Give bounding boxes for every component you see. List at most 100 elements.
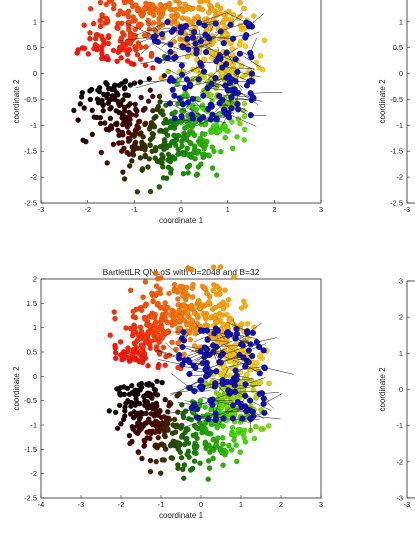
highlighted-point <box>186 384 194 391</box>
scatter-point <box>104 160 110 166</box>
y-tick-label: -3 <box>396 494 403 503</box>
y-tick-label: 1 <box>33 17 37 26</box>
scatter-point <box>143 321 150 328</box>
link-line <box>156 350 180 359</box>
scatter-point <box>149 93 156 100</box>
scatter-point <box>130 308 136 315</box>
link-line <box>222 99 235 115</box>
scatter-point <box>149 107 156 114</box>
scatter-point <box>206 2 213 9</box>
highlighted-point <box>204 336 211 343</box>
scatter-point <box>220 321 226 328</box>
x-tick-label: -3 <box>78 500 85 509</box>
scatter-point <box>223 127 230 134</box>
highlighted-point <box>184 99 192 106</box>
y-tick-label: 0 <box>33 69 37 78</box>
scatter-point <box>180 170 187 177</box>
scatter-point <box>122 84 128 91</box>
scatter-point <box>162 300 168 306</box>
scatter-point <box>142 279 149 285</box>
scatter-point <box>192 445 198 452</box>
link-line <box>144 19 163 35</box>
scatter-point <box>213 442 219 449</box>
link-line <box>208 36 233 39</box>
highlighted-point <box>201 344 208 351</box>
x-tick-label: 1 <box>226 205 230 214</box>
scatter-point <box>229 145 236 152</box>
x-tick-label: 3 <box>319 500 323 509</box>
link-line <box>256 337 278 343</box>
chart-title: BartlettLR QNLoS with U=2048 and B=32 <box>103 267 260 277</box>
scatter-point <box>132 44 139 50</box>
scatter-point <box>225 296 232 303</box>
scatter-point <box>96 84 103 91</box>
scatter-point <box>177 449 184 456</box>
y-tick-label: 0.5 <box>27 43 37 52</box>
scatter-point <box>197 397 204 404</box>
scatter-point <box>152 387 159 393</box>
scatter-point <box>228 447 235 453</box>
y-tick-label: 1.5 <box>27 299 37 308</box>
scatter-point <box>212 304 219 311</box>
y-tick-label: -2.5 <box>24 199 37 208</box>
highlighted-point <box>260 395 267 402</box>
highlighted-point <box>213 115 220 122</box>
highlighted-point <box>219 64 226 71</box>
scatter-point <box>157 99 163 105</box>
scatter-point <box>146 341 153 348</box>
highlighted-point <box>197 348 204 355</box>
scatter-point <box>100 107 106 114</box>
scatter-point <box>173 288 180 295</box>
highlighted-point <box>154 38 162 46</box>
highlighted-point <box>200 92 207 99</box>
highlighted-point <box>197 38 205 45</box>
highlighted-point <box>176 355 183 362</box>
highlighted-points <box>156 319 294 432</box>
link-line <box>164 342 180 356</box>
scatter-point <box>241 113 248 120</box>
highlighted-point <box>227 389 234 396</box>
scatter-point <box>257 379 264 386</box>
highlighted-point <box>183 76 190 83</box>
scatter-point <box>188 302 195 309</box>
y-tick-label: -2 <box>30 173 37 182</box>
highlighted-point <box>203 373 210 380</box>
scatter-point <box>145 1 152 8</box>
scatter-point <box>98 149 105 156</box>
scatter-point <box>153 113 159 120</box>
highlighted-point <box>249 408 256 415</box>
scatter-point <box>214 283 220 290</box>
y-tick-label: 2 <box>399 313 403 322</box>
highlighted-point <box>249 352 256 360</box>
scatter-point <box>199 283 206 290</box>
scatter-point <box>258 426 264 433</box>
scatter-point <box>207 92 214 98</box>
x-tick-label: 2 <box>279 500 283 509</box>
scatter-point <box>177 314 183 321</box>
link-line <box>235 391 258 393</box>
scatter-point <box>222 134 228 141</box>
scatter-point <box>81 45 88 52</box>
highlighted-point <box>200 327 207 334</box>
scatter-point <box>130 152 137 158</box>
highlighted-point <box>169 86 176 93</box>
scatter-point <box>122 117 128 123</box>
highlighted-point <box>239 342 246 349</box>
highlighted-point <box>234 68 241 75</box>
highlighted-point <box>200 114 207 121</box>
scatter-point <box>114 120 120 126</box>
highlighted-point <box>192 40 199 47</box>
highlighted-point <box>198 377 205 384</box>
scatter-point <box>184 123 190 130</box>
scatter-point <box>190 432 196 439</box>
highlighted-point <box>247 341 254 348</box>
y-tick-label: -2 <box>30 469 37 478</box>
scatter-point <box>164 409 171 415</box>
scatter-point <box>202 313 209 320</box>
y-tick-label: 0.5 <box>393 43 403 52</box>
scatter-point <box>112 350 119 356</box>
highlighted-point <box>210 348 217 355</box>
scatter-point <box>152 422 159 429</box>
scatter-point <box>132 101 138 108</box>
